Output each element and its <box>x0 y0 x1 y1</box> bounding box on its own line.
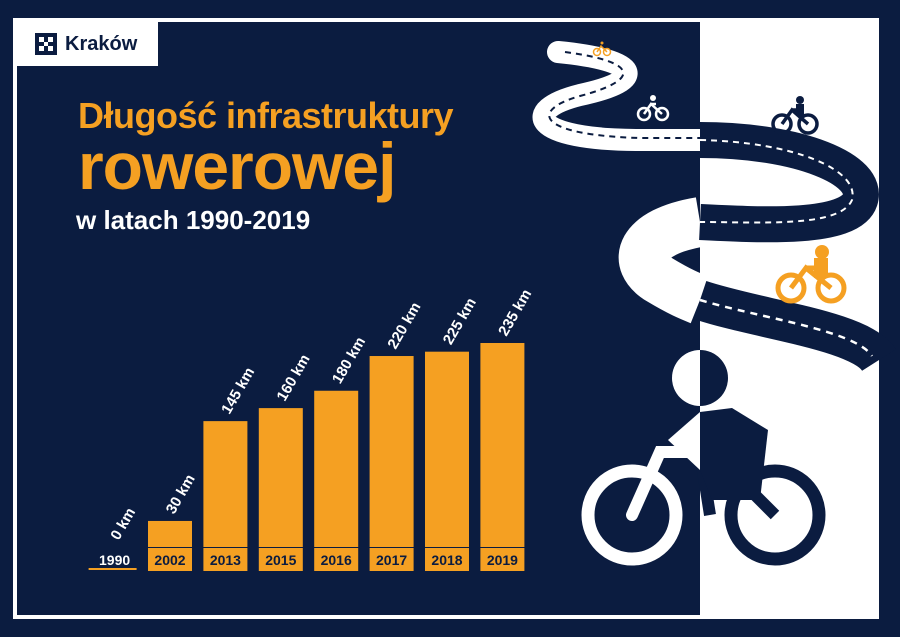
category-box-2016 <box>314 548 359 571</box>
value-label-2015: 160 km <box>274 352 314 405</box>
bars-layer: 1990 0 km 2002 30 km 2013 145 km 2015 160 km 201… <box>88 286 535 571</box>
category-label-1990: 1990 <box>99 552 130 568</box>
road-dark-upper <box>699 122 879 243</box>
dark-cyclist-icon <box>771 96 819 135</box>
category-label-2015: 2015 <box>265 552 296 568</box>
bar-2002 <box>148 520 192 547</box>
category-label-2013: 2013 <box>210 552 241 568</box>
category-box-2015 <box>258 548 303 571</box>
category-label-2019: 2019 <box>487 552 518 568</box>
chart-title-line1: Długość infrastruktury <box>78 95 454 136</box>
category-box-2013 <box>203 548 248 571</box>
chart-title-line2: rowerowej <box>78 129 396 203</box>
bar-2019 <box>480 343 525 547</box>
value-label-2016: 180 km <box>329 334 369 387</box>
value-label-2002: 30 km <box>163 472 199 517</box>
category-box-2018 <box>425 548 469 571</box>
white-cyclist-icon <box>636 95 670 122</box>
category-box-2017 <box>369 548 414 571</box>
krakow-logo-icon <box>35 33 57 55</box>
category-label-2016: 2016 <box>321 552 352 568</box>
category-label-2018: 2018 <box>431 552 462 568</box>
krakow-logo: Kraków <box>17 22 158 66</box>
large-cyclist-icon <box>581 350 826 566</box>
category-label-2002: 2002 <box>154 552 185 568</box>
category-box-2019 <box>480 548 525 571</box>
road-white-middle <box>618 197 710 324</box>
category-label-2017: 2017 <box>376 552 407 568</box>
chart-subtitle: w latach 1990-2019 <box>76 205 311 235</box>
orange-cyclist-icon <box>775 245 847 304</box>
bar-2018 <box>425 351 469 547</box>
bar-2016 <box>314 390 359 547</box>
logo-text: Kraków <box>65 32 138 55</box>
value-label-2019: 235 km <box>495 286 535 339</box>
value-label-2013: 145 km <box>218 365 258 418</box>
small-orange-cyclist-icon <box>592 41 612 57</box>
value-label-2017: 220 km <box>384 299 424 352</box>
bar-2017 <box>369 356 414 547</box>
category-box-2002 <box>148 548 192 571</box>
bar-2015 <box>258 408 303 547</box>
value-label-2018: 225 km <box>440 295 480 348</box>
value-label-1990: 0 km <box>107 505 139 543</box>
bar-2013 <box>203 421 248 547</box>
